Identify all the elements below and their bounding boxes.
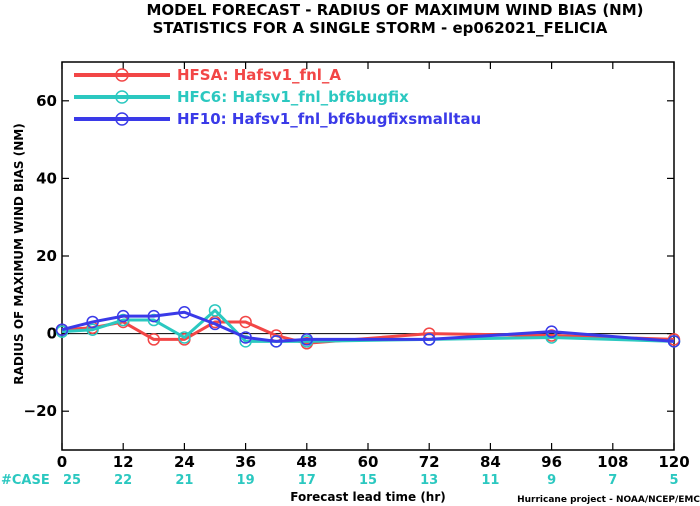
chart-title-line-2: STATISTICS FOR A SINGLE STORM - ep062021… <box>153 19 608 37</box>
series-point-2 <box>178 331 191 344</box>
case-count: 15 <box>359 473 377 488</box>
series-point-2 <box>86 323 99 336</box>
x-tick-label: 108 <box>597 453 628 471</box>
series-point-3 <box>86 315 99 329</box>
series-point-3 <box>147 309 161 323</box>
x-tick-label: 0 <box>57 453 67 471</box>
x-tick-label: 96 <box>541 453 562 471</box>
series-point-2 <box>147 313 161 327</box>
y-tick-label: 20 <box>36 247 57 265</box>
case-count: 7 <box>608 473 617 488</box>
series-point-3 <box>545 325 558 338</box>
series-point-3 <box>178 306 191 319</box>
case-count: 11 <box>481 473 499 488</box>
x-tick-label: 48 <box>296 453 317 471</box>
case-count: 17 <box>298 473 316 488</box>
x-tick-label: 72 <box>419 453 440 471</box>
y-tick-label: 40 <box>36 169 57 187</box>
series-point-3 <box>239 331 252 344</box>
x-tick-label: 24 <box>174 453 195 471</box>
x-tick-label: 12 <box>113 453 134 471</box>
case-count: 22 <box>114 473 132 488</box>
series-point-1 <box>239 315 252 329</box>
series-point-3 <box>116 309 130 323</box>
legend-label-2: HFC6: Hafsv1_fnl_bf6bugfix <box>177 88 409 106</box>
y-tick-label: 0 <box>47 325 57 343</box>
legend-label-1: HFSA: Hafsv1_fnl_A <box>177 66 341 84</box>
credit-text: Hurricane project - NOAA/NCEP/EMC <box>517 495 700 505</box>
case-count: 21 <box>175 473 193 488</box>
x-axis-label: Forecast lead time (hr) <box>290 490 446 504</box>
series-point-2 <box>208 304 222 317</box>
x-tick-label: 84 <box>480 453 501 471</box>
chart-title-line-1: MODEL FORECAST - RADIUS OF MAXIMUM WIND … <box>146 1 643 19</box>
case-count: 9 <box>547 473 556 488</box>
y-tick-label: 60 <box>36 92 57 110</box>
case-count: 19 <box>237 473 255 488</box>
case-count: 25 <box>63 473 81 488</box>
series-point-3 <box>300 333 314 346</box>
series-point-2 <box>116 313 130 327</box>
series-point-3 <box>55 323 69 336</box>
series-point-3 <box>208 317 222 331</box>
y-axis-label: RADIUS OF MAXIMUM WIND BIAS (NM) <box>12 123 26 384</box>
case-count: 13 <box>420 473 438 488</box>
series-point-3 <box>667 335 681 348</box>
legend-label-3: HF10: Hafsv1_fnl_bf6bugfixsmalltau <box>177 110 481 128</box>
x-tick-label: 60 <box>358 453 379 471</box>
series-point-1 <box>147 333 161 346</box>
case-label: #CASE <box>1 473 50 488</box>
case-count: 5 <box>669 473 678 488</box>
x-tick-label: 120 <box>658 453 689 471</box>
legend-marker-1 <box>115 68 129 82</box>
x-tick-label: 36 <box>235 453 256 471</box>
series-point-3 <box>269 335 283 348</box>
y-tick-label: −20 <box>24 402 57 420</box>
series-point-3 <box>422 333 436 346</box>
legend-marker-3 <box>115 112 129 126</box>
legend-marker-2 <box>115 90 129 104</box>
